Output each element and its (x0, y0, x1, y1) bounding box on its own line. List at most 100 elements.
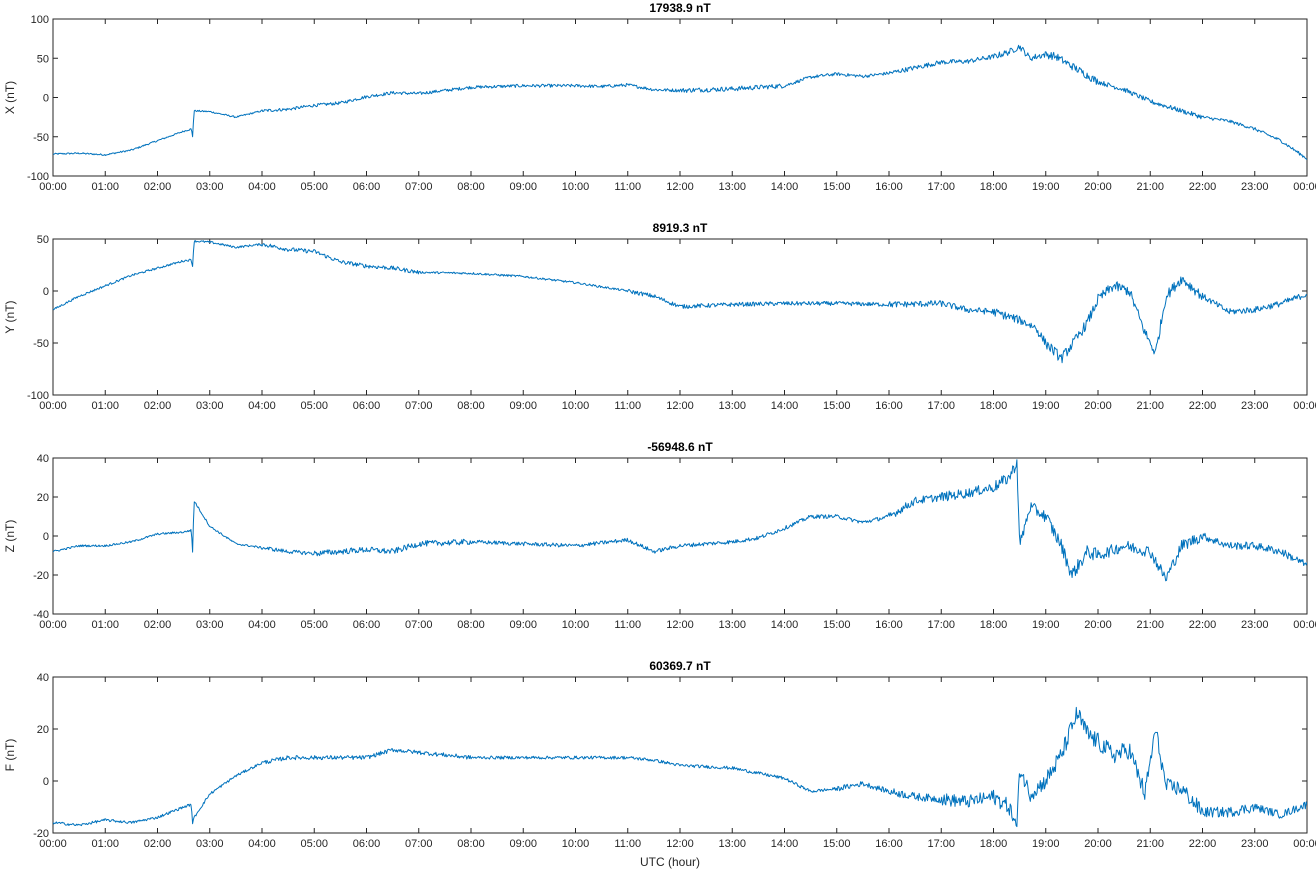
p2-xtick-label: 14:00 (771, 619, 799, 631)
p0-xtick-label: 19:00 (1032, 181, 1060, 193)
p0-ytick-label: 50 (37, 53, 49, 65)
p1-xtick-label: 22:00 (1189, 400, 1217, 412)
p2-xtick-label: 04:00 (248, 619, 276, 631)
p1-xtick-label: 12:00 (666, 400, 694, 412)
p0-xtick-label: 17:00 (927, 181, 955, 193)
p2-ytick-label: 40 (37, 453, 49, 465)
p1-xtick-label: 04:00 (248, 400, 276, 412)
p1-ytick-label: -100 (27, 390, 49, 402)
p1-xtick-label: 01:00 (91, 400, 119, 412)
p3-ytick-label: 0 (43, 776, 49, 788)
p2-ytick-label: 20 (37, 492, 49, 504)
p2-ytick-label: 0 (43, 531, 49, 543)
p3-ytick-label: 20 (37, 724, 49, 736)
p3-ytick-label: -20 (33, 828, 49, 840)
p2-xtick-label: 02:00 (144, 619, 172, 631)
p3-series-line (53, 706, 1307, 828)
p2-xtick-label: 16:00 (875, 619, 903, 631)
p2-xtick-label: 18:00 (980, 619, 1008, 631)
f-component-panel: 60369.7 nT F (nT) -20 0 20 40 00:00 01:00 02:00 0… (3, 659, 1316, 850)
p3-xtick-label: 15:00 (823, 838, 851, 850)
p1-ytick-label: 50 (37, 234, 49, 246)
p2-xtick-label: 15:00 (823, 619, 851, 631)
p2-xtick-label: 13:00 (718, 619, 746, 631)
p0-ytick-label: -50 (33, 132, 49, 144)
p1-axes-box (52, 238, 1308, 396)
p3-xtick-label: 20:00 (1084, 838, 1112, 850)
p2-xtick-label: 17:00 (927, 619, 955, 631)
p0-xtick-label: 01:00 (91, 181, 119, 193)
p1-xtick-label: 09:00 (509, 400, 537, 412)
p2-ytick-label: -40 (33, 609, 49, 621)
p2-xtick-label: 07:00 (405, 619, 433, 631)
p2-axes-box (52, 457, 1308, 615)
p2-xtick-label: 09:00 (509, 619, 537, 631)
p1-xtick-label: 23:00 (1241, 400, 1269, 412)
p0-xtick-label: 05:00 (300, 181, 328, 193)
p3-xtick-label: 08:00 (457, 838, 485, 850)
p0-xtick-label: 03:00 (196, 181, 224, 193)
p3-xtick-label: 22:00 (1189, 838, 1217, 850)
p3-title: 60369.7 nT (649, 659, 711, 673)
p1-xtick-label: 16:00 (875, 400, 903, 412)
p3-xtick-label: 03:00 (196, 838, 224, 850)
p2-xtick-label: 00:00 (1293, 619, 1316, 631)
p3-xtick-label: 09:00 (509, 838, 537, 850)
p0-xtick-label: 12:00 (666, 181, 694, 193)
p1-y-axis-label: Y (nT) (3, 300, 17, 333)
p1-ytick-label: -50 (33, 338, 49, 350)
p1-xtick-label: 00:00 (39, 400, 67, 412)
p3-xtick-label: 00:00 (1293, 838, 1316, 850)
p1-xtick-label: 19:00 (1032, 400, 1060, 412)
p0-xtick-label: 13:00 (718, 181, 746, 193)
p3-xtick-label: 02:00 (144, 838, 172, 850)
p2-xtick-label: 08:00 (457, 619, 485, 631)
p1-xtick-label: 00:00 (1293, 400, 1316, 412)
p0-xtick-label: 15:00 (823, 181, 851, 193)
p3-xtick-label: 00:00 (39, 838, 67, 850)
p1-xtick-label: 11:00 (614, 400, 641, 412)
p2-xtick-label: 20:00 (1084, 619, 1112, 631)
p0-series-line (53, 44, 1307, 161)
p3-xtick-label: 10:00 (562, 838, 590, 850)
p3-xtick-label: 07:00 (405, 838, 433, 850)
p0-xtick-label: 04:00 (248, 181, 276, 193)
p3-xtick-label: 11:00 (614, 838, 641, 850)
p3-xtick-label: 12:00 (666, 838, 694, 850)
p0-xtick-label: 18:00 (980, 181, 1008, 193)
p2-xtick-label: 23:00 (1241, 619, 1269, 631)
p0-ytick-label: -100 (27, 171, 49, 183)
p2-xtick-label: 21:00 (1136, 619, 1164, 631)
p1-xtick-label: 06:00 (353, 400, 381, 412)
x-axis-label: UTC (hour) (640, 855, 700, 869)
p3-xtick-label: 04:00 (248, 838, 276, 850)
x-component-panel: 17938.9 nT X (nT) -100 -50 0 50 100 00:00 01:00 0… (3, 1, 1316, 193)
p0-xtick-label: 09:00 (509, 181, 537, 193)
p1-xtick-label: 20:00 (1084, 400, 1112, 412)
p1-xtick-label: 03:00 (196, 400, 224, 412)
p0-axes-box (52, 18, 1308, 177)
p3-xtick-label: 23:00 (1241, 838, 1269, 850)
p1-xtick-label: 15:00 (823, 400, 851, 412)
p2-xtick-label: 01:00 (91, 619, 119, 631)
p2-xtick-label: 06:00 (353, 619, 381, 631)
p0-xtick-label: 06:00 (353, 181, 381, 193)
p1-title: 8919.3 nT (653, 221, 708, 235)
p0-xtick-label: 10:00 (562, 181, 590, 193)
p1-xtick-label: 10:00 (562, 400, 590, 412)
p2-xtick-label: 05:00 (300, 619, 328, 631)
p3-ytick-label: 40 (37, 672, 49, 684)
p3-xtick-label: 06:00 (353, 838, 381, 850)
p0-xtick-label: 23:00 (1241, 181, 1269, 193)
p3-xtick-label: 21:00 (1136, 838, 1164, 850)
p3-xtick-label: 05:00 (300, 838, 328, 850)
p1-xtick-label: 13:00 (718, 400, 746, 412)
p1-xtick-label: 14:00 (771, 400, 799, 412)
p3-axes-box (52, 676, 1308, 834)
p0-ytick-label: 100 (31, 14, 49, 26)
p3-xtick-label: 01:00 (91, 838, 119, 850)
p0-xtick-label: 00:00 (39, 181, 67, 193)
p3-xtick-label: 17:00 (927, 838, 955, 850)
p0-xtick-label: 21:00 (1136, 181, 1164, 193)
